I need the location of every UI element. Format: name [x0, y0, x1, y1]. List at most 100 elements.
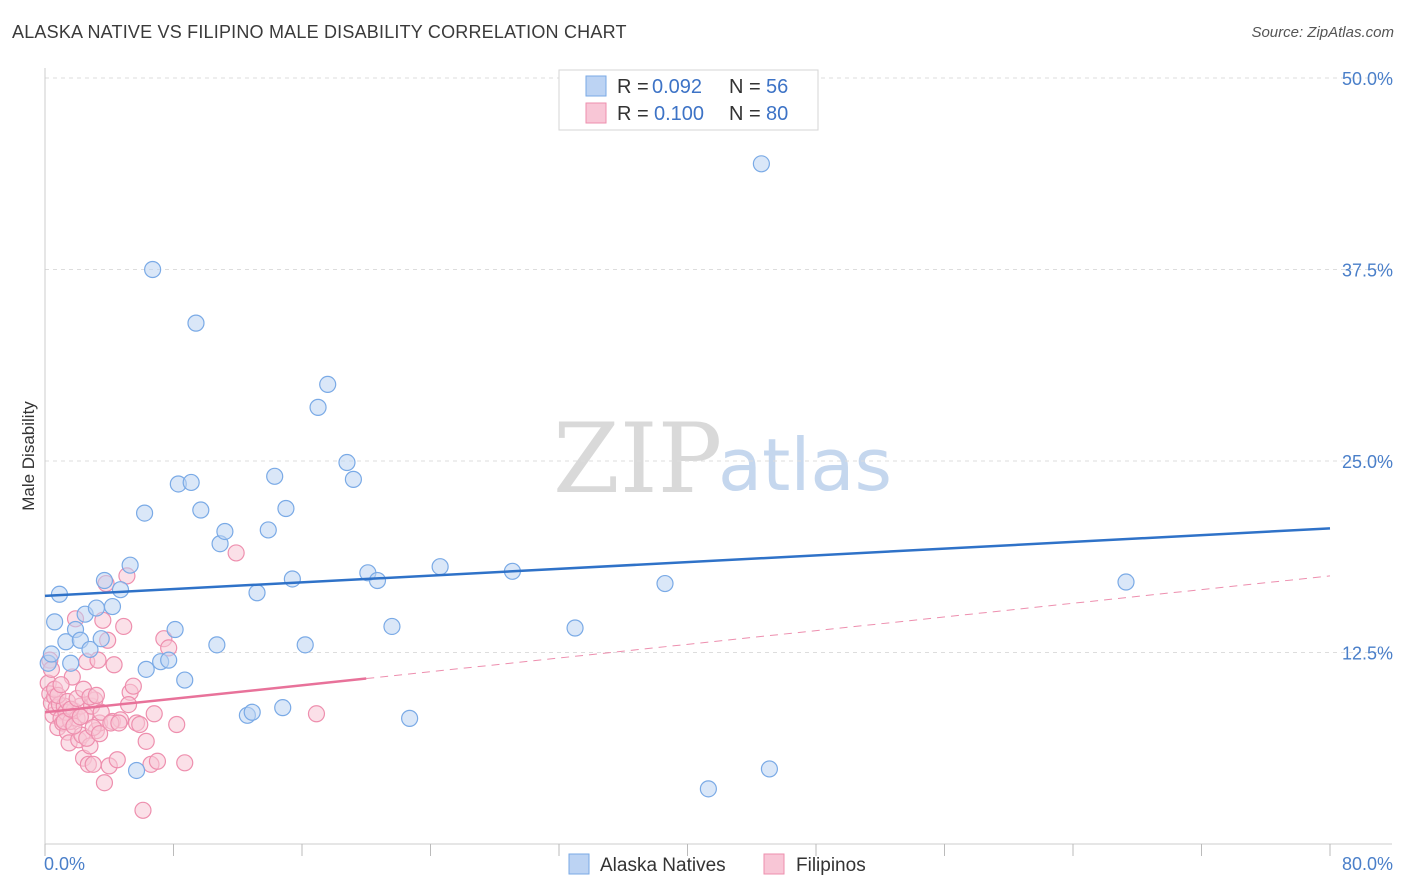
x-tick-marks [44, 844, 1331, 856]
legend-swatch-filipinos [585, 102, 607, 124]
gridlines [45, 77, 1392, 653]
y-tick-label-3: 50.0% [1342, 69, 1393, 89]
alaska-natives-point-39 [319, 375, 337, 393]
alaska-natives-point-52 [760, 760, 779, 778]
trend-line-alaska-natives [44, 527, 1331, 598]
legend-n-value-1: 56 [766, 76, 788, 98]
legend-r-label-2: R = [617, 103, 649, 125]
alaska-natives-point-36 [283, 570, 301, 588]
y-tick-labels: 12.5% 25.0% 37.5% 50.0% [1342, 69, 1393, 664]
filipinos-point-77 [110, 714, 128, 732]
filipinos-point-57 [227, 544, 245, 562]
alaska-natives-point-28 [216, 522, 234, 541]
alaska-natives-point-25 [192, 501, 210, 519]
filipinos-point-79 [145, 705, 163, 723]
legend-swatch-alaska [585, 75, 607, 97]
filipinos-point-40 [105, 656, 123, 674]
alaska-natives-point-3 [62, 654, 80, 672]
filipinos-point-33 [92, 703, 110, 721]
legend-r-value-2: 0.100 [654, 103, 704, 125]
chart-title: ALASKA NATIVE VS FILIPINO MALE DISABILIT… [12, 22, 627, 42]
trend-line-filipinos-extension [366, 575, 1331, 680]
bottom-legend: Alaska Natives Filipinos [568, 853, 866, 876]
x-tick-label-max: 80.0% [1342, 854, 1393, 874]
alaska-natives-point-22 [176, 671, 194, 689]
legend-box: R = 0.092 N = 56 R = 0.100 N = 80 [558, 69, 819, 131]
alaska-natives-point-8 [87, 599, 106, 617]
alaska-natives-point-7 [81, 640, 99, 659]
filipinos-point-35 [95, 774, 114, 792]
legend-n-label-1: N = [729, 76, 761, 98]
bottom-legend-swatch-alaska [568, 853, 590, 875]
filipinos-point-50 [137, 732, 155, 750]
filipinos-point-49 [134, 801, 152, 819]
bottom-legend-label-alaska: Alaska Natives [600, 855, 726, 876]
filipinos-point-58 [307, 705, 326, 723]
alaska-natives-point-53 [1117, 573, 1135, 591]
filipinos-point-48 [131, 715, 149, 734]
alaska-natives-point-32 [259, 521, 277, 539]
trend-lines [44, 527, 1331, 714]
alaska-natives-point-40 [338, 453, 356, 472]
legend-r-label-1: R = [617, 76, 649, 98]
alaska-natives-point-20 [166, 620, 184, 639]
alaska-natives-point-46 [431, 558, 449, 576]
alaska-natives-point-19 [160, 651, 178, 669]
alaska-natives-point-34 [274, 699, 292, 717]
legend-n-label-2: N = [729, 103, 761, 125]
watermark-zip: ZIP [553, 403, 722, 515]
alaska-natives-point-37 [296, 636, 314, 654]
alaska-natives-point-11 [103, 597, 122, 616]
filipinos-point-46 [124, 677, 142, 695]
alaska-natives-point-45 [401, 709, 419, 727]
alaska-natives-point-48 [566, 619, 584, 637]
watermark-atlas: atlas [718, 423, 892, 507]
series-alaska-natives-points [39, 155, 1135, 798]
alaska-natives-point-50 [699, 780, 717, 798]
alaska-natives-point-15 [135, 504, 154, 522]
y-tick-label-2: 37.5% [1342, 261, 1393, 281]
filipinos-point-74 [87, 686, 106, 704]
trend-line-filipinos [44, 677, 367, 714]
alaska-natives-point-12 [111, 581, 130, 599]
alaska-natives-point-16 [137, 660, 155, 678]
legend-n-value-2: 80 [766, 103, 788, 125]
x-tick-label-min: 0.0% [44, 854, 85, 874]
alaska-natives-point-23 [182, 473, 200, 492]
series-filipinos-points [39, 544, 326, 819]
y-tick-label-0: 12.5% [1342, 644, 1393, 664]
alaska-natives-point-17 [144, 260, 162, 279]
filipinos-point-41 [108, 751, 126, 769]
chart-source: Source: ZipAtlas.com [1251, 24, 1394, 41]
filipinos-point-69 [71, 708, 89, 726]
filipinos-point-52 [148, 752, 167, 770]
alaska-natives-point-31 [248, 584, 266, 602]
alaska-natives-point-26 [208, 636, 226, 654]
y-tick-label-1: 25.0% [1342, 452, 1393, 472]
alaska-natives-point-30 [243, 703, 261, 721]
alaska-natives-point-43 [368, 571, 387, 590]
filipinos-point-63 [52, 676, 70, 694]
alaska-natives-point-35 [277, 499, 295, 518]
legend-r-value-1: 0.092 [652, 76, 702, 98]
alaska-natives-point-33 [266, 467, 284, 485]
alaska-natives-point-55 [42, 645, 61, 663]
filipinos-point-28 [84, 755, 102, 773]
alaska-natives-point-10 [95, 571, 114, 590]
alaska-natives-point-14 [127, 761, 146, 780]
y-axis-label: Male Disability [19, 401, 38, 511]
bottom-legend-label-filipinos: Filipinos [796, 855, 866, 876]
alaska-natives-point-9 [92, 630, 110, 648]
filipinos-point-55 [168, 715, 186, 734]
alaska-natives-point-38 [309, 398, 327, 416]
alaska-natives-point-41 [344, 470, 362, 488]
alaska-natives-point-49 [656, 574, 674, 593]
filipinos-point-75 [91, 725, 109, 743]
alaska-natives-point-13 [121, 556, 139, 574]
alaska-natives-point-51 [752, 155, 770, 173]
bottom-legend-swatch-filipinos [763, 853, 785, 875]
alaska-natives-point-24 [187, 314, 205, 332]
filipinos-point-56 [176, 754, 194, 772]
alaska-natives-point-44 [383, 617, 401, 636]
